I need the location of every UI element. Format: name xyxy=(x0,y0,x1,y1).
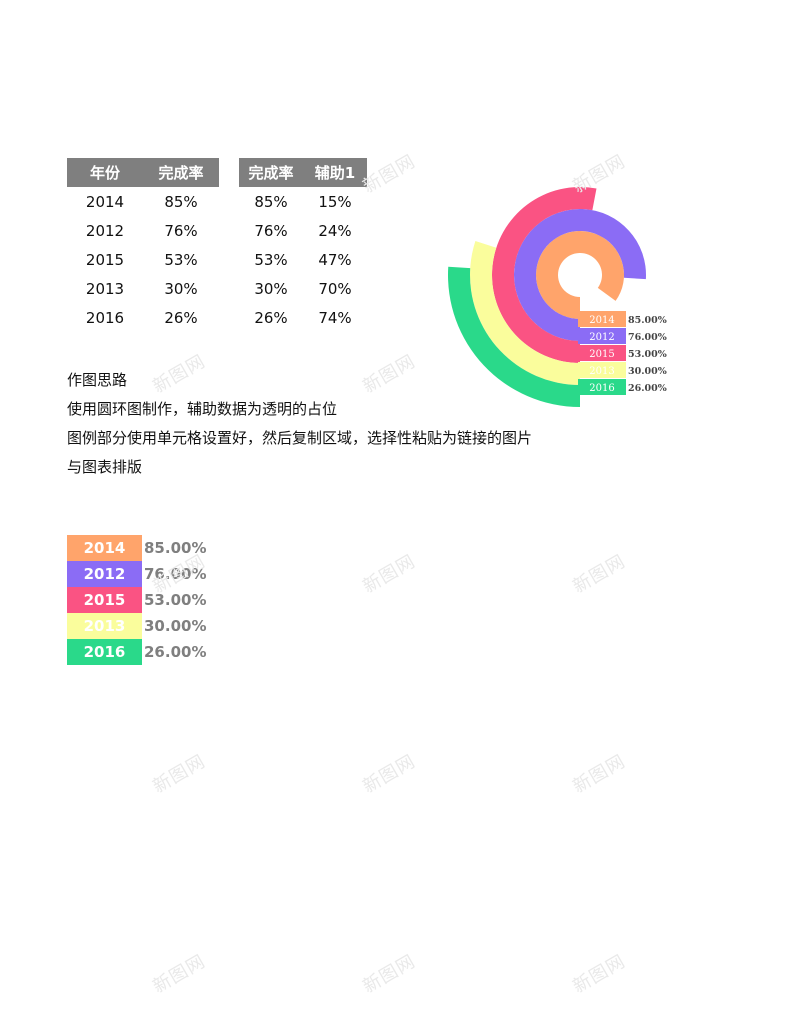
chart-legend-label: 2014 xyxy=(589,315,614,326)
cell-year: 2014 xyxy=(85,192,125,211)
ring-2012 xyxy=(514,209,646,341)
ring-2016 xyxy=(448,266,580,407)
legend-row: 2013 30.00% xyxy=(67,613,206,639)
cell-rate: 30% xyxy=(254,279,288,298)
year-rate-table: 年份 完成率 2014 85% 2012 76% 2015 53% 2013 30% 2… xyxy=(67,158,219,332)
chart-legend-value: 76.00% xyxy=(628,332,667,343)
legend-swatch: 2014 xyxy=(67,535,142,561)
table-row: 2014 85% xyxy=(67,187,219,216)
cell-rate: 53% xyxy=(164,250,198,269)
header-rate: 完成率 xyxy=(143,158,219,187)
legend-swatch: 2012 xyxy=(67,561,142,587)
cell-rate: 30% xyxy=(164,279,198,298)
legend-swatch: 2016 xyxy=(67,639,142,665)
cell-rate: 76% xyxy=(164,221,198,240)
header-rate: 完成率 xyxy=(239,158,303,187)
watermark: 新图网 xyxy=(359,750,420,798)
chart-legend-swatch xyxy=(578,328,626,344)
legend-row: 2016 26.00% xyxy=(67,639,206,665)
watermark: 新图网 xyxy=(569,950,630,998)
chart-legend-value: 53.00% xyxy=(628,349,667,360)
notes-line: 图例部分使用单元格设置好，然后复制区域，选择性粘贴为链接的图片 xyxy=(67,429,533,447)
cell-helper: 15% xyxy=(318,192,352,211)
legend-value: 76.00% xyxy=(144,565,207,583)
table-row: 85% 15% xyxy=(239,187,367,216)
header-helper: 辅助1 xyxy=(303,158,367,187)
legend-row: 2015 53.00% xyxy=(67,587,206,613)
rate-helper-table: 完成率 辅助1 85% 15% 76% 24% 53% 47% 30% 70% 26% 7… xyxy=(239,158,367,332)
watermark: 新图网 xyxy=(359,550,420,598)
table-row: 2012 76% xyxy=(67,216,219,245)
chart-legend-label: 2013 xyxy=(589,366,614,377)
table-row: 76% 24% xyxy=(239,216,367,245)
watermark: 新图网 xyxy=(359,950,420,998)
legend-swatch: 2015 xyxy=(67,587,142,613)
table-row: 53% 47% xyxy=(239,245,367,274)
legend-value: 26.00% xyxy=(144,643,207,661)
table-row: 2013 30% xyxy=(67,274,219,303)
notes-title: 作图思路 xyxy=(67,371,128,389)
watermark: 新图网 xyxy=(149,950,210,998)
cell-rate: 26% xyxy=(254,308,288,327)
chart-legend-value: 26.00% xyxy=(628,383,667,394)
ring-2013 xyxy=(469,241,580,385)
legend-value: 85.00% xyxy=(144,539,207,557)
cell-year: 2015 xyxy=(85,250,125,269)
chart-legend-swatch xyxy=(578,345,626,361)
table-row: 30% 70% xyxy=(239,274,367,303)
chart-legend-label: 2015 xyxy=(589,349,614,360)
cell-rate: 85% xyxy=(164,192,198,211)
notes-line: 与图表排版 xyxy=(67,458,143,476)
cell-helper: 74% xyxy=(318,308,352,327)
chart-legend-swatch xyxy=(578,311,626,327)
watermark: 新图网 xyxy=(149,750,210,798)
cell-helper: 70% xyxy=(318,279,352,298)
cell-legend: 2014 85.00% 2012 76.00% 2015 53.00% 2013… xyxy=(67,535,206,665)
chart-legend-swatch xyxy=(578,362,626,378)
chart-legend-label: 2016 xyxy=(589,383,614,394)
table-row: 26% 74% xyxy=(239,303,367,332)
notes-block: 作图思路 使用圆环图制作，辅助数据为透明的占位 图例部分使用单元格设置好，然后复… xyxy=(67,366,532,482)
cell-rate: 26% xyxy=(164,308,198,327)
chart-legend-label: 2012 xyxy=(589,332,614,343)
cell-rate: 53% xyxy=(254,250,288,269)
chart-legend-value: 85.00% xyxy=(628,315,667,326)
cell-year: 2013 xyxy=(85,279,125,298)
legend-row: 2014 85.00% xyxy=(67,535,206,561)
cell-year: 2012 xyxy=(85,221,125,240)
radial-ring-chart: 2014 85.00% 2012 76.00% 2015 53.00% 2013 30.00%… xyxy=(448,187,667,407)
chart-legend-swatch xyxy=(578,379,626,395)
cell-rate: 85% xyxy=(254,192,288,211)
cell-helper: 47% xyxy=(318,250,352,269)
table-row: 2015 53% xyxy=(67,245,219,274)
chart-legend-value: 30.00% xyxy=(628,366,667,377)
ring-2015 xyxy=(492,187,597,363)
table-row: 2016 26% xyxy=(67,303,219,332)
legend-value: 30.00% xyxy=(144,617,207,635)
notes-line: 使用圆环图制作，辅助数据为透明的占位 xyxy=(67,400,338,418)
cell-rate: 76% xyxy=(254,221,288,240)
legend-swatch: 2013 xyxy=(67,613,142,639)
watermark: 新图网 xyxy=(359,150,420,198)
watermark: 新图网 xyxy=(569,750,630,798)
header-year: 年份 xyxy=(67,158,143,187)
legend-row: 2012 76.00% xyxy=(67,561,206,587)
cell-year: 2016 xyxy=(85,308,125,327)
watermark: 新图网 xyxy=(569,550,630,598)
cell-helper: 24% xyxy=(318,221,352,240)
legend-value: 53.00% xyxy=(144,591,207,609)
ring-2014 xyxy=(536,231,624,319)
